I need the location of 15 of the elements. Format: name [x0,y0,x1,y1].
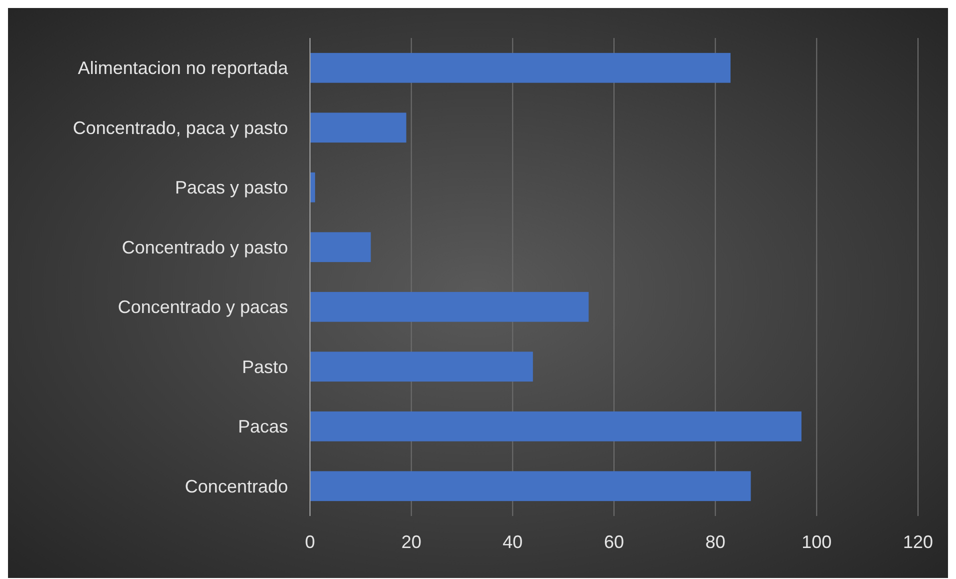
x-tick-label: 0 [304,532,316,552]
x-tick-label: 20 [401,532,422,552]
y-tick-label: Pacas y pasto [174,178,288,198]
x-tick-label: 60 [604,532,624,552]
x-tick-label: 40 [502,532,523,552]
x-tick-label: 120 [902,532,934,552]
y-tick-label: Pasto [242,356,288,377]
y-tick-label: Concentrado, paca y pasto [72,118,288,138]
x-tick-label: 80 [705,532,726,552]
x-tick-label: 100 [802,532,832,552]
y-tick-label: Concentrado y pasto [122,237,288,258]
y-tick-label: Concentrado [184,476,288,496]
y-tick-label: Pacas [238,416,288,437]
y-tick-label: Concentrado y pacas [118,297,288,318]
y-tick-label: Alimentacion no reportada [78,58,289,78]
